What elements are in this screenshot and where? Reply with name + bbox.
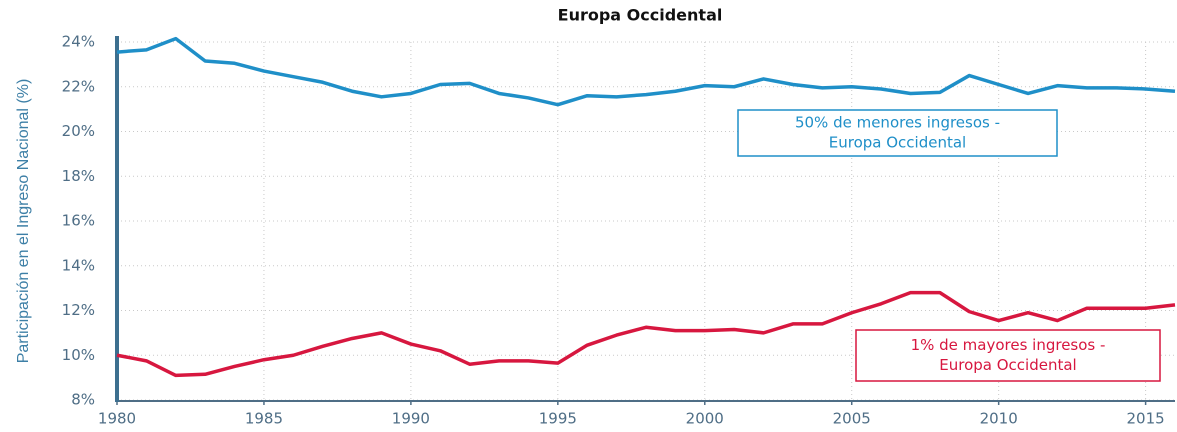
annotation-box (855, 329, 1161, 382)
annotation-text: Europa Occidental (829, 134, 966, 152)
y-tick-label: 10% (62, 346, 95, 364)
annotation-text: 50% de menores ingresos - (795, 114, 1000, 132)
y-tick-label: 18% (62, 167, 95, 185)
y-tick-label: 16% (62, 212, 95, 230)
y-tick-label: 24% (62, 33, 95, 51)
y-axis-label: Participación en el Ingreso Nacional (%) (15, 79, 32, 364)
annotation-text: Europa Occidental (939, 356, 1076, 374)
x-tick-label: 2015 (1127, 410, 1165, 428)
x-tick-label: 1995 (539, 410, 577, 428)
series-line (116, 290, 1176, 378)
annotation-text: 1% de mayores ingresos - (911, 336, 1106, 354)
y-tick-label: 8% (71, 391, 95, 409)
y-tick-label: 20% (62, 122, 95, 140)
y-tick-label: 22% (62, 77, 95, 95)
x-tick-label: 2010 (980, 410, 1018, 428)
chart-title: Europa Occidental (558, 6, 723, 25)
y-tick-label: 12% (62, 301, 95, 319)
annotation-box (737, 109, 1058, 157)
y-tick-label: 14% (62, 256, 95, 274)
x-tick-label: 1980 (98, 410, 136, 428)
x-tick-label: 1985 (245, 410, 283, 428)
x-tick-label: 1990 (392, 410, 430, 428)
series-line (116, 36, 1176, 107)
x-tick-label: 2005 (833, 410, 871, 428)
x-tick-label: 2000 (686, 410, 724, 428)
